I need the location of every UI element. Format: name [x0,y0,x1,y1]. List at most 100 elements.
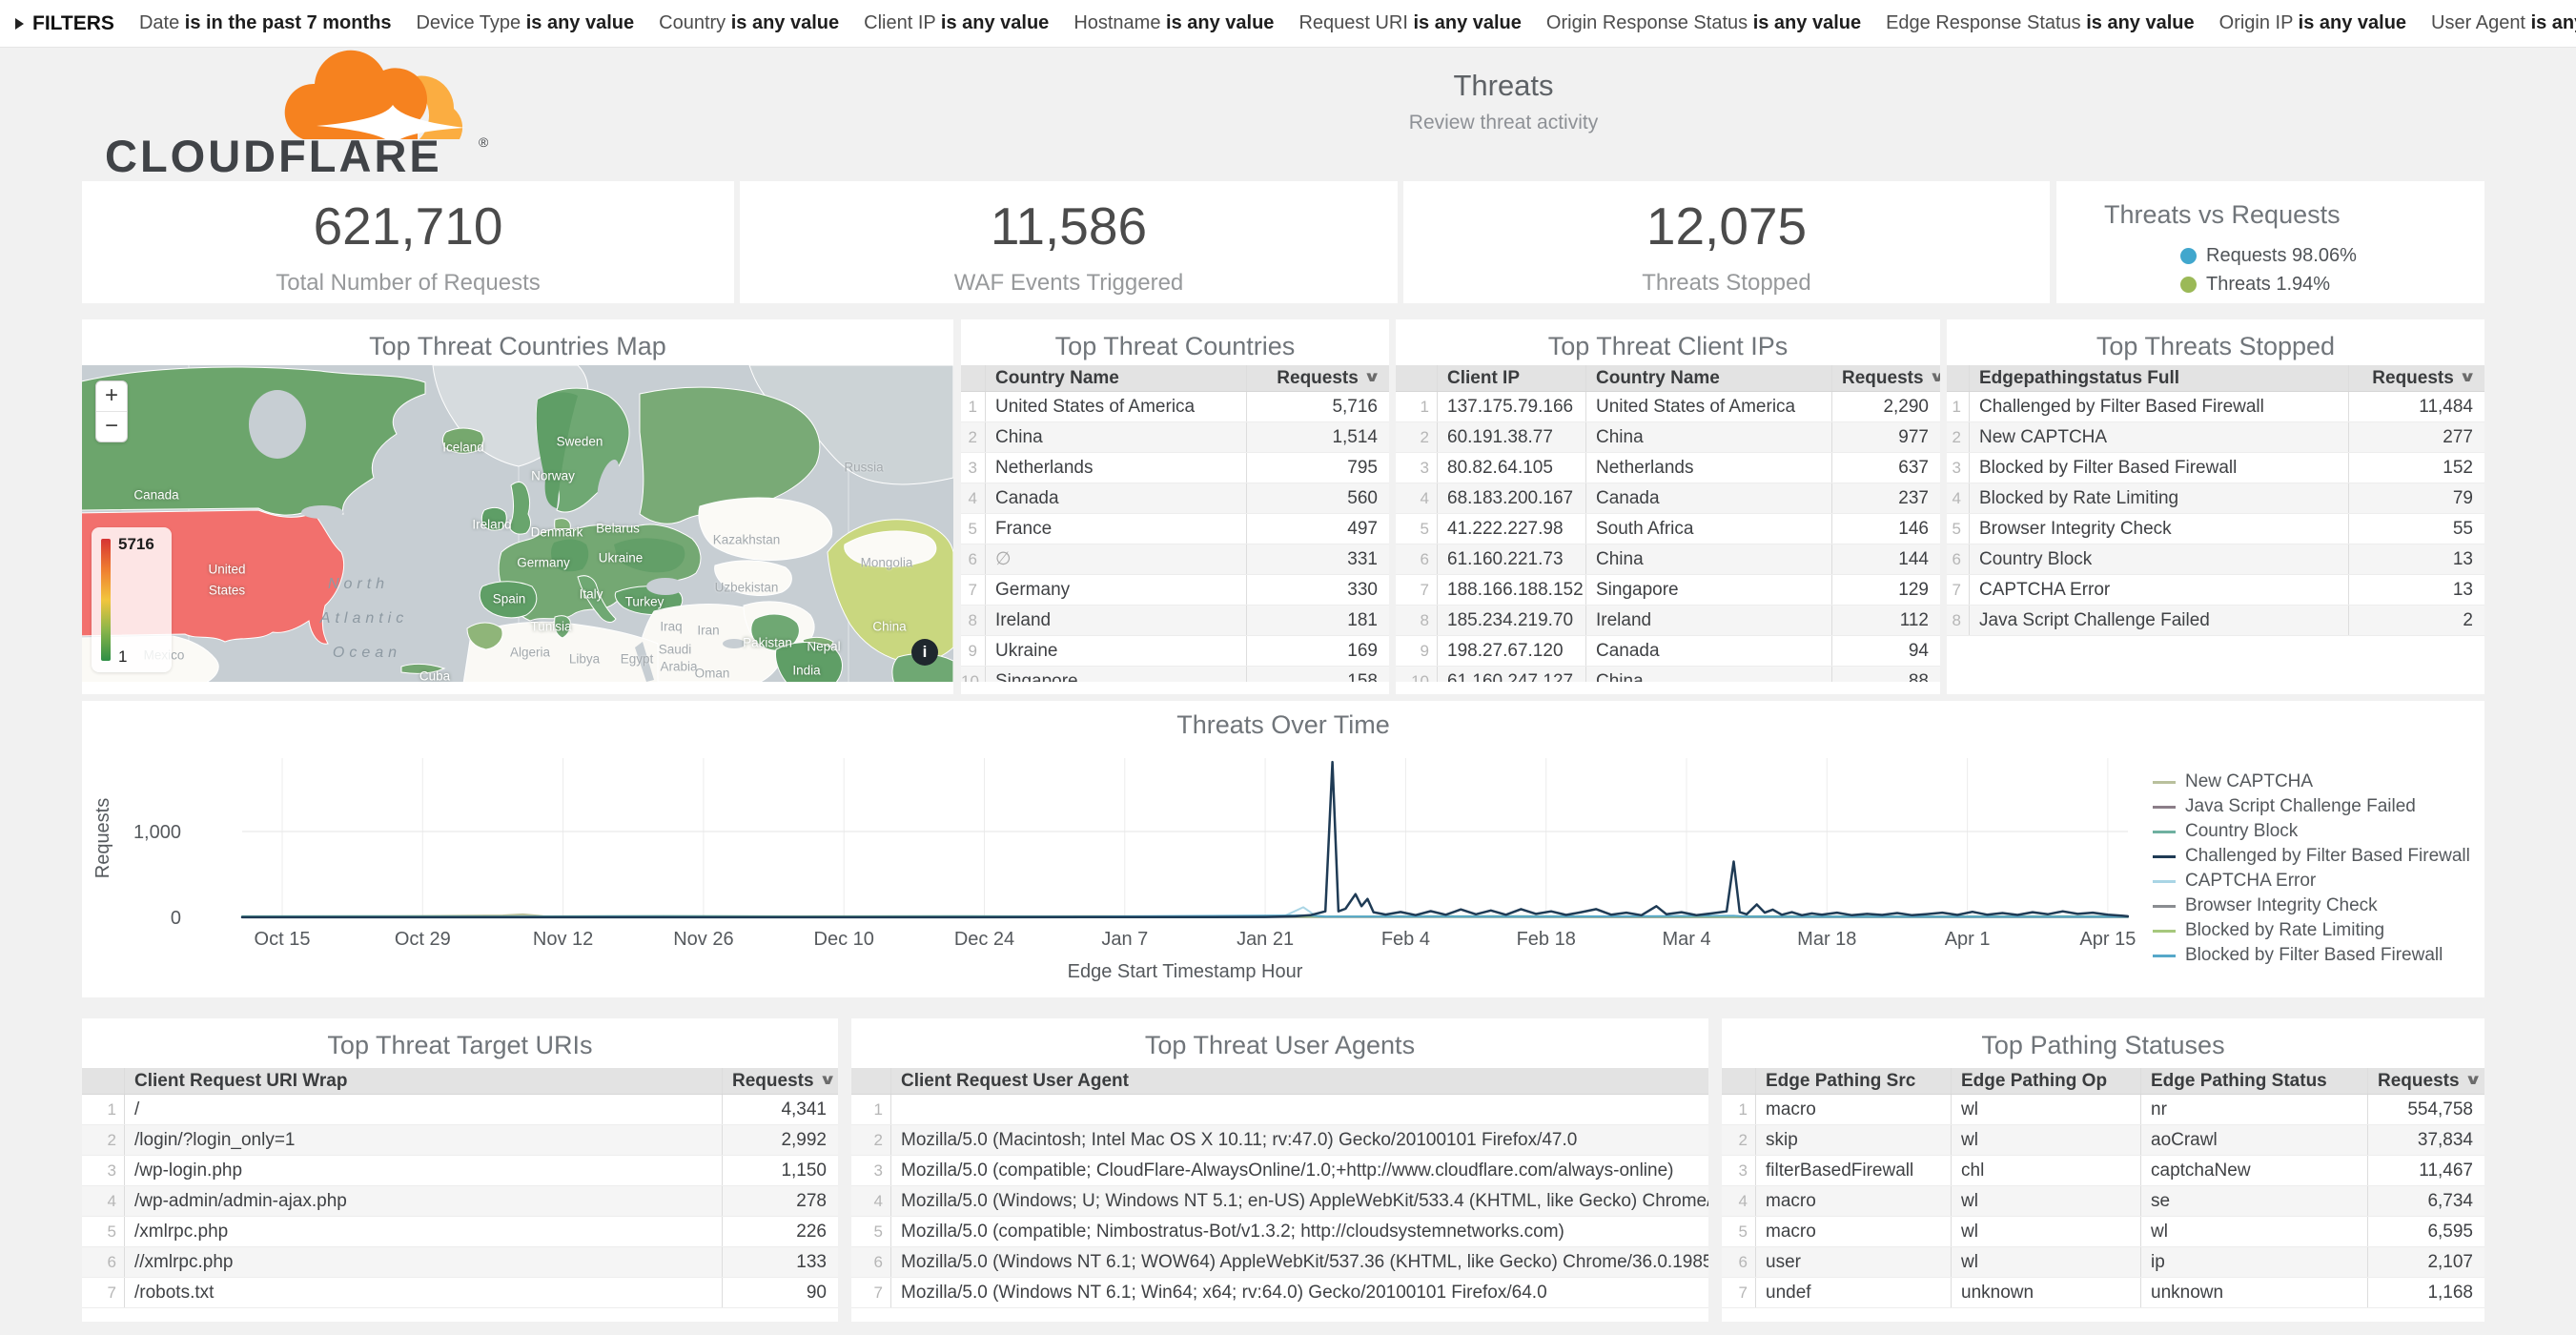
table-cell: Mozilla/5.0 (compatible; CloudFlare-Alwa… [901,1160,1674,1181]
row-index: 3 [961,453,986,483]
table-row[interactable]: 7 Mozilla/5.0 (Windows NT 6.1; Win64; x64… [851,1278,1708,1308]
table-row[interactable]: 9 Ukraine 169 [961,636,1389,667]
table-row[interactable]: 7 Germany 330 [961,575,1389,606]
table-row[interactable]: 7 CAPTCHA Error 13 [1947,575,2484,606]
table-row[interactable]: 2 Mozilla/5.0 (Macintosh; Intel Mac OS X … [851,1125,1708,1156]
filters-toggle[interactable]: FILTERS [15,12,114,35]
column-header[interactable]: Requests∨ [722,1068,838,1094]
table-row[interactable]: 8 185.234.219.70 Ireland 112 [1396,606,1940,636]
filter-item[interactable]: Edge Response Status is any value [1886,12,2195,33]
column-header[interactable]: Requests∨ [2348,365,2484,391]
filter-item[interactable]: Origin IP is any value [2218,12,2407,33]
table-row[interactable]: 2 China 1,514 [961,422,1389,453]
table-row[interactable]: 6 ∅ 331 [961,544,1389,575]
table-cell: 61.160.247.127 [1447,671,1574,682]
table-cell: 4,341 [722,1095,838,1124]
row-index-header [1396,365,1438,391]
table-row[interactable]: 3 80.82.64.105 Netherlands 637 [1396,453,1940,483]
table-row[interactable]: 5 41.222.227.98 South Africa 146 [1396,514,1940,544]
table-row[interactable]: 4 68.183.200.167 Canada 237 [1396,483,1940,514]
table-row[interactable]: 2 60.191.38.77 China 977 [1396,422,1940,453]
table-cell: 1,150 [722,1156,838,1185]
svg-text:Dec 24: Dec 24 [954,929,1014,950]
table-cell: New CAPTCHA [1979,427,2108,447]
panel-title: Top Threat Client IPs [1547,332,1789,360]
filter-item[interactable]: Date is in the past 7 months [138,12,392,33]
series-line-icon [2153,904,2176,908]
filter-item[interactable]: Client IP is any value [864,12,1050,33]
row-index: 1 [82,1095,125,1124]
table-cell: Browser Integrity Check [1979,519,2172,539]
table-row[interactable]: 5 Mozilla/5.0 (compatible; Nimbostratus-B… [851,1217,1708,1247]
table-row[interactable]: 1 / 4,341 [82,1095,838,1125]
table-cell: wl [1951,1095,2140,1124]
filter-item[interactable]: Country is any value [659,12,840,33]
column-header[interactable]: Edge Pathing Src [1766,1071,1916,1091]
sort-caret-icon: ∨ [1928,365,1940,390]
table-row[interactable]: 6 user wl ip 2,107 [1722,1247,2484,1278]
table-row[interactable]: 2 skip wl aoCrawl 37,834 [1722,1125,2484,1156]
column-header[interactable]: Edge Pathing Op [1951,1068,2140,1094]
zoom-out-button[interactable]: − [104,413,118,439]
row-index: 10 [961,667,986,682]
filter-item[interactable]: Device Type is any value [416,12,635,33]
filter-item[interactable]: User Agent is any value [2431,12,2576,33]
table-cell: China [1585,544,1831,574]
column-header[interactable]: Client Request User Agent [901,1071,1129,1091]
table-row[interactable]: 1 Challenged by Filter Based Firewall 11,4… [1947,392,2484,422]
table-row[interactable]: 8 Java Script Challenge Failed 2 [1947,606,2484,636]
table-row[interactable]: 5 macro wl wl 6,595 [1722,1217,2484,1247]
table-row[interactable]: 3 filterBasedFirewall chl captchaNew 11,467 [1722,1156,2484,1186]
table-row[interactable]: 2/login/?login_only=1 2,992 [82,1125,838,1156]
column-header[interactable]: Edgepathingstatus Full [1979,368,2180,388]
column-header[interactable]: Client Request URI Wrap [134,1071,348,1091]
world-map[interactable]: CanadaUnitedStatesMexicoCubaIcelandIrela… [82,365,953,682]
filter-item[interactable]: Request URI is any value [1298,12,1522,33]
table-row[interactable]: 1 [851,1095,1708,1125]
table-row[interactable]: 6 61.160.221.73 China 144 [1396,544,1940,575]
table-cell: 146 [1831,514,1940,544]
table-row[interactable]: 7 undef unknown unknown 1,168 [1722,1278,2484,1308]
column-header[interactable]: Client IP [1447,368,1521,388]
table-row[interactable]: 4 macro wl se 6,734 [1722,1186,2484,1217]
table-row[interactable]: 3 Netherlands 795 [961,453,1389,483]
info-icon[interactable]: i [911,639,938,666]
country-italy [577,575,617,623]
table-row[interactable]: 7 188.166.188.152 Singapore 129 [1396,575,1940,606]
table-row[interactable]: 4 Canada 560 [961,483,1389,514]
table-row[interactable]: 1 macro wl nr 554,758 [1722,1095,2484,1125]
threats-over-time-chart[interactable]: 0 1,000 Oct 15 Oct 29 Nov 12 Nov 26 Dec 10 Dec … [82,701,2484,997]
table-row[interactable]: 1 137.175.79.166 United States of America 2… [1396,392,1940,422]
table-row[interactable]: 4 Blocked by Rate Limiting 79 [1947,483,2484,514]
table-row[interactable]: 6 //xmlrpc.php 133 [82,1247,838,1278]
table-row[interactable]: 5/xmlrpc.php 226 [82,1217,838,1247]
column-header[interactable]: Requests∨ [1831,365,1940,391]
column-header[interactable]: Requests∨ [1246,365,1389,391]
table-row[interactable]: 6 Country Block 13 [1947,544,2484,575]
table-row[interactable]: 3 Mozilla/5.0 (compatible; CloudFlare-Alw… [851,1156,1708,1186]
table-row[interactable]: 3 Blocked by Filter Based Firewall 152 [1947,453,2484,483]
table-row[interactable]: 3/wp-login.php 1,150 [82,1156,838,1186]
column-header[interactable]: Country Name [1585,365,1831,391]
column-header[interactable]: Country Name [995,368,1119,388]
table-row[interactable]: 6 Mozilla/5.0 (Windows NT 6.1; WOW64) App… [851,1247,1708,1278]
filter-item[interactable]: Hostname is any value [1073,12,1275,33]
table-row[interactable]: 1 United States of America 5,716 [961,392,1389,422]
row-index: 5 [961,514,986,544]
table-row[interactable]: 4 Mozilla/5.0 (Windows; U; Windows NT 5.1… [851,1186,1708,1217]
column-header[interactable]: Edge Pathing Status [2140,1068,2367,1094]
zoom-in-button[interactable]: + [96,381,127,412]
table-row[interactable]: 5 Browser Integrity Check 55 [1947,514,2484,544]
table-row[interactable]: 10 61.160.247.127 China 88 [1396,667,1940,682]
table-row[interactable]: 2 New CAPTCHA 277 [1947,422,2484,453]
column-header[interactable]: Requests∨ [2367,1068,2484,1094]
table-row[interactable]: 9 198.27.67.120 Canada 94 [1396,636,1940,667]
table-row[interactable]: 5 France 497 [961,514,1389,544]
filter-item[interactable]: Origin Response Status is any value [1545,12,1862,33]
table-row[interactable]: 4/wp-admin/admin-ajax.php 278 [82,1186,838,1217]
table-row[interactable]: 7/robots.txt 90 [82,1278,838,1308]
table-cell: nr [2140,1095,2367,1124]
table-row[interactable]: 10 Singapore 158 [961,667,1389,682]
row-index: 6 [1947,544,1970,574]
table-row[interactable]: 8 Ireland 181 [961,606,1389,636]
